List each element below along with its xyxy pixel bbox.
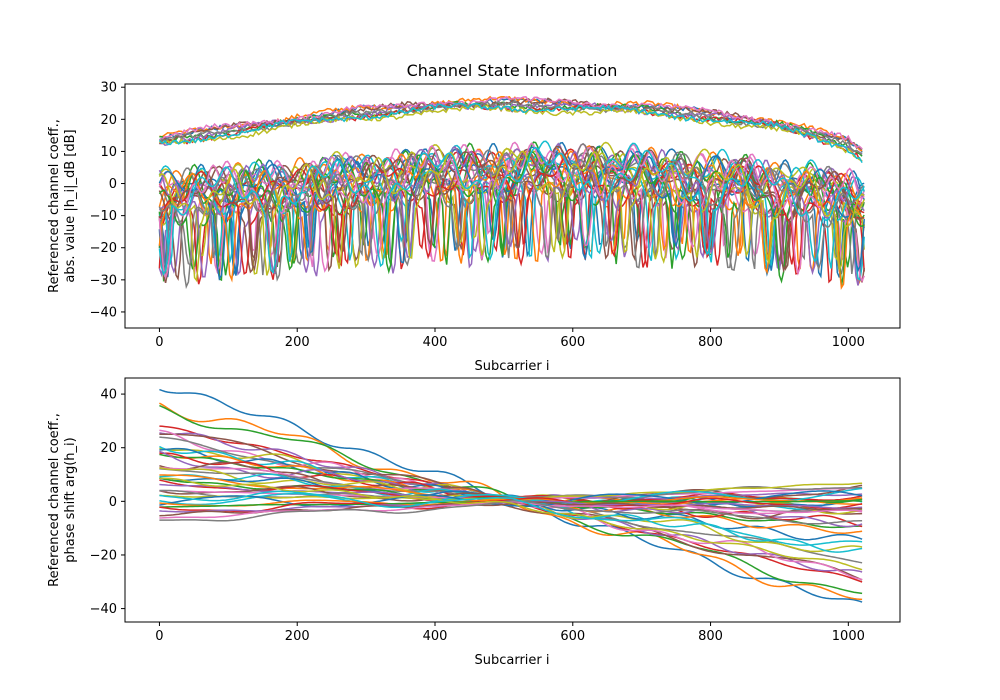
- chart-title: Channel State Information: [407, 61, 618, 80]
- phase-series-line: [159, 447, 863, 541]
- magnitude-xtick-label: 800: [698, 335, 723, 350]
- magnitude-xtick-label: 400: [423, 335, 448, 350]
- magnitude-series-line: [158, 142, 865, 278]
- magnitude-ytick-label: 20: [100, 113, 117, 128]
- magnitude-xtick-label: 600: [560, 335, 585, 350]
- magnitude-ytick-label: −10: [90, 209, 117, 224]
- magnitude-ytick-label: −20: [90, 241, 117, 256]
- phase-ytick-label: −20: [90, 548, 117, 563]
- magnitude-series-lines: [158, 95, 865, 290]
- magnitude-series-line: [158, 102, 863, 163]
- phase-series-line: [159, 490, 863, 546]
- magnitude-ytick-label: 10: [100, 145, 117, 160]
- phase-series-line: [159, 490, 863, 508]
- magnitude-ytick-label: 30: [100, 81, 117, 96]
- magnitude-series-line: [158, 99, 863, 156]
- phase-ytick-label: 0: [109, 495, 117, 510]
- magnitude-xtick-label: 1000: [832, 335, 865, 350]
- magnitude-ylabel-line1: Referenced channel coeff.,: [47, 119, 62, 293]
- phase-xtick-label: 400: [423, 629, 448, 644]
- phase-series-line: [159, 500, 863, 525]
- phase-xtick-label: 200: [285, 629, 310, 644]
- phase-ylabel-line2: phase shift arg(h_i): [63, 437, 78, 562]
- phase-xtick-label: 0: [155, 629, 163, 644]
- magnitude-plot-frame: [124, 83, 901, 329]
- magnitude-series-line: [158, 151, 865, 290]
- phase-series-line: [159, 485, 863, 503]
- phase-xtick-label: 600: [560, 629, 585, 644]
- phase-subplot: 0 200 400 600 800 1000 −40 −20 0 20 40 Subcarrier …: [47, 377, 901, 668]
- magnitude-xtick-label: 0: [155, 335, 163, 350]
- phase-series-line: [159, 497, 863, 513]
- phase-plot-frame: [124, 377, 901, 623]
- magnitude-subplot: 0 200 400 600 800 1000 −40 −30 −20 −10 0 10 20 30 Sub…: [47, 81, 901, 374]
- magnitude-series-line: [158, 142, 865, 280]
- phase-xlabel: Subcarrier i: [474, 653, 549, 668]
- phase-ytick-label: 40: [100, 388, 117, 403]
- magnitude-ytick-label: 0: [109, 177, 117, 192]
- magnitude-xlabel: Subcarrier i: [474, 359, 549, 374]
- phase-ylabel-line1: Referenced channel coeff.,: [47, 413, 62, 587]
- magnitude-axis-ticks: 0 200 400 600 800 1000 −40 −30 −20 −10 0 10 20 30: [90, 81, 865, 350]
- phase-series-lines: [159, 388, 863, 603]
- phase-ytick-label: −40: [90, 602, 117, 617]
- phase-series-line: [159, 487, 863, 507]
- magnitude-series-line: [159, 96, 863, 150]
- phase-axis-ticks: 0 200 400 600 800 1000 −40 −20 0 20 40: [90, 388, 865, 644]
- phase-series-line: [159, 433, 863, 581]
- magnitude-xtick-label: 200: [285, 335, 310, 350]
- phase-xtick-label: 800: [698, 629, 723, 644]
- magnitude-ylabel-line2: abs. value |h_i|_dB [dB]: [63, 129, 78, 282]
- phase-xtick-label: 1000: [832, 629, 865, 644]
- magnitude-series-line: [158, 146, 865, 276]
- phase-ytick-label: 20: [100, 441, 117, 456]
- magnitude-ytick-label: −30: [90, 273, 117, 288]
- magnitude-series-line: [158, 150, 865, 283]
- phase-series-line: [159, 477, 863, 571]
- magnitude-series-line: [158, 141, 865, 266]
- magnitude-ytick-label: −40: [90, 305, 117, 320]
